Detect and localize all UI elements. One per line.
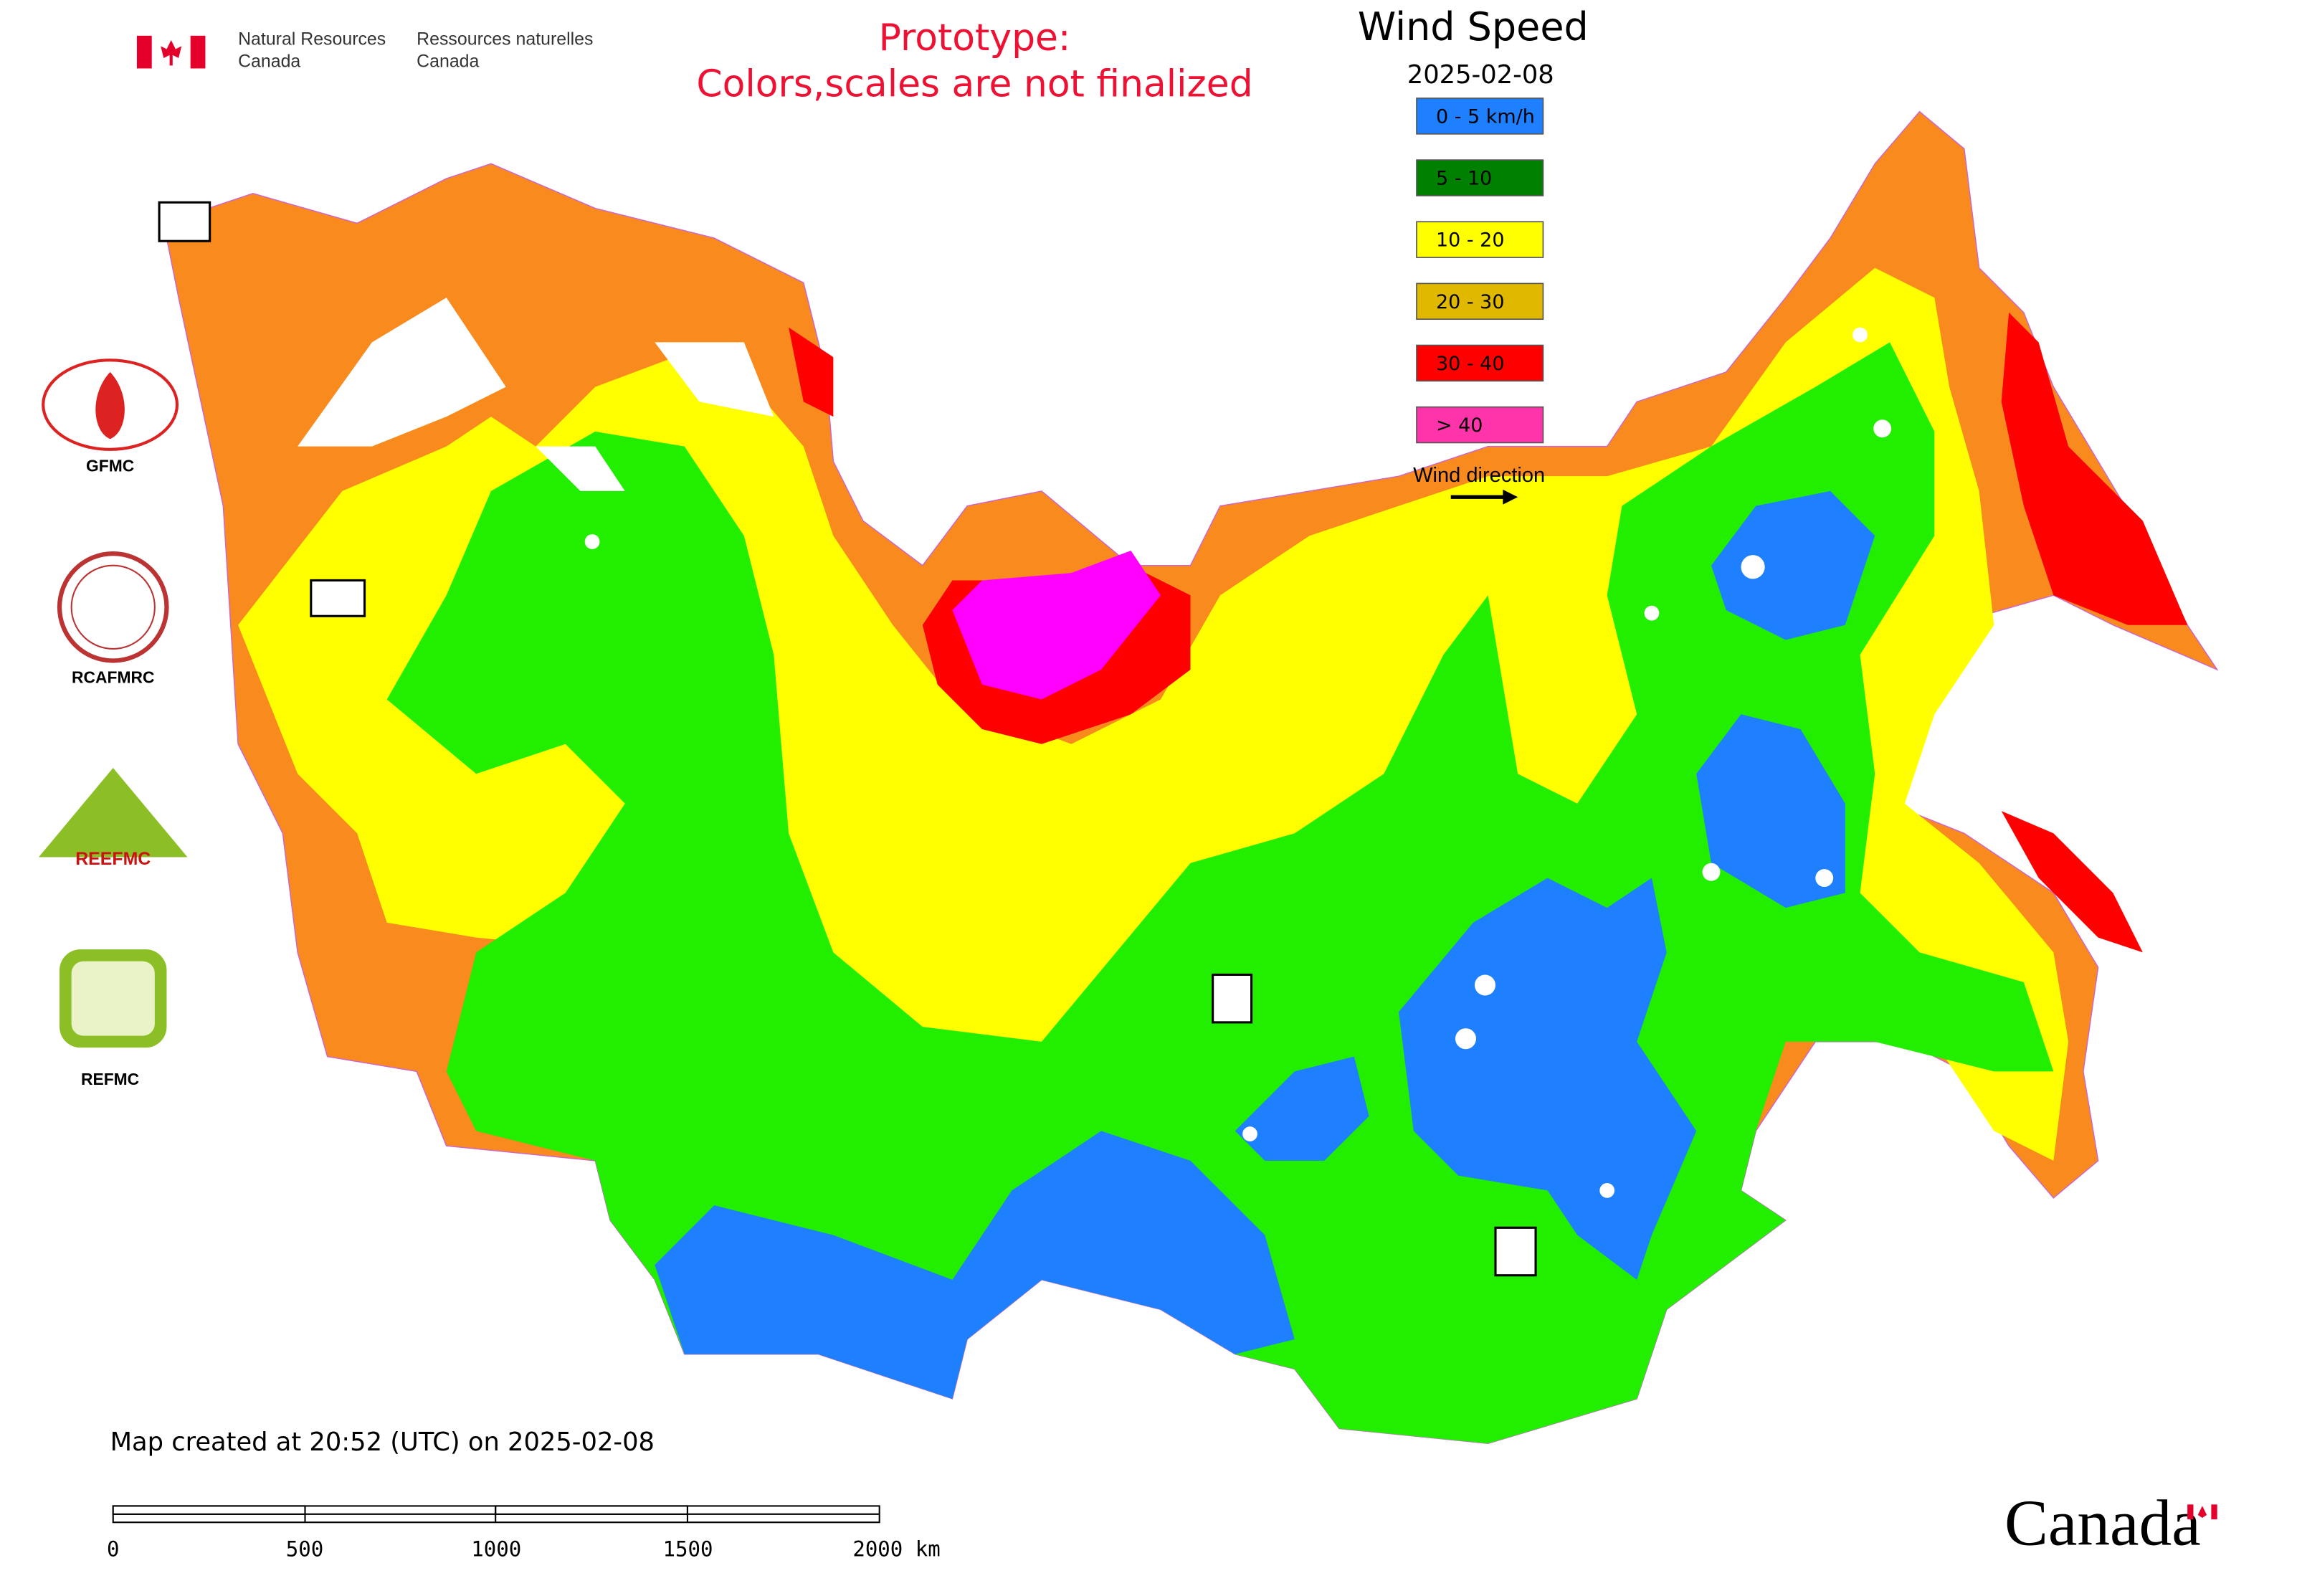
zone-blue-ural — [1235, 1056, 1369, 1161]
centre-markers — [158, 201, 1537, 1277]
partner-logos: GFMC RCAFMRC REEFMC REFMC — [38, 358, 188, 1088]
scale-label: 500 — [286, 1537, 323, 1562]
gov-signature: Natural Resources Canada Ressources natu… — [136, 29, 593, 72]
legend-swatch — [1416, 282, 1544, 320]
dept-en-2: Canada — [238, 52, 300, 72]
legend-swatch — [1416, 344, 1544, 382]
legend-swatch — [1416, 159, 1544, 196]
dept-fr-1: Ressources naturelles — [417, 29, 593, 49]
legend-title: Wind Speed — [1358, 4, 1589, 49]
scale-label: 1000 — [471, 1537, 521, 1562]
zone-red-sakhalin — [2001, 811, 2143, 953]
legend-label: 20 - 30 — [1436, 291, 1505, 313]
partner-label: RCAFMRC — [72, 668, 154, 686]
notice-2: Colors,scales are not finalized — [696, 62, 1252, 105]
zone-blue-east — [1696, 714, 1845, 908]
wordmark: Canada — [2004, 1487, 2201, 1559]
scale-label: 0 — [107, 1537, 120, 1562]
sea-gaps — [298, 298, 774, 491]
wind-arrow — [1450, 489, 1518, 505]
wind-direction-label: Wind direction — [1413, 464, 1545, 487]
legend-swatch — [1416, 98, 1544, 135]
partner-label: REFMC — [81, 1070, 139, 1088]
zone-blue-ne — [1711, 490, 1875, 640]
legend-label: > 40 — [1436, 414, 1483, 437]
legend-label: 30 - 40 — [1436, 353, 1505, 375]
dept-en-1: Natural Resources — [238, 29, 386, 49]
legend-label: 10 - 20 — [1436, 229, 1505, 252]
created-note: Map created at 20:52 (UTC) on 2025-02-08 — [110, 1428, 655, 1457]
legend-swatch — [1416, 221, 1544, 258]
scale-label: 1500 — [662, 1537, 713, 1562]
dept-fr-2: Canada — [417, 52, 479, 72]
canada-wordmark: Canada — [2004, 1487, 2217, 1559]
calm-spots — [584, 327, 1892, 1198]
legend-swatch — [1416, 406, 1544, 444]
notice-1: Prototype: — [879, 16, 1071, 60]
zone-blue-baikal — [1399, 878, 1697, 1280]
partner-label: GFMC — [86, 457, 134, 475]
partner-label: REEFMC — [75, 849, 151, 869]
scale-bar — [112, 1505, 880, 1524]
zone-red-kola — [789, 327, 834, 417]
zone-red-kamchatka — [2001, 312, 2188, 625]
zone-magenta-yamal — [952, 550, 1161, 700]
legend: Wind Speed 2025-02-08 Wind direction 0 -… — [1358, 4, 1589, 505]
wind-map — [158, 110, 2219, 1444]
legend-label: 5 - 10 — [1436, 168, 1492, 190]
legend-label: 0 - 5 km/h — [1436, 105, 1535, 128]
scale-label: 2000 km — [852, 1537, 940, 1562]
legend-date: 2025-02-08 — [1407, 60, 1554, 90]
zone-blue-south — [655, 1131, 1295, 1399]
scale-labels: 0 500 1000 1500 2000 km — [107, 1537, 941, 1562]
